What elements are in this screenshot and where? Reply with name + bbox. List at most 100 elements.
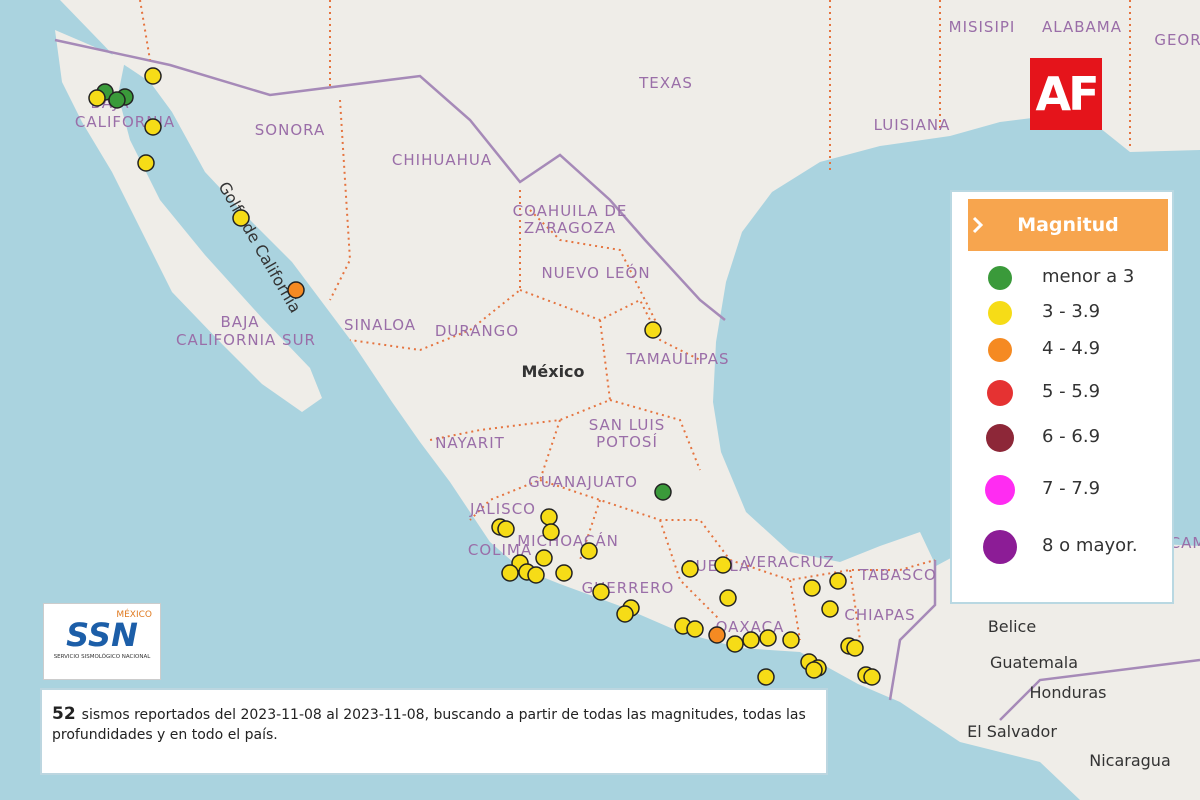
map-label: Nicaragua bbox=[1089, 751, 1171, 770]
earthquake-marker bbox=[742, 631, 760, 649]
map-label: Guatemala bbox=[990, 653, 1078, 672]
ssn-logo: MÉXICO SSN SERVICIO SISMOLÓGICO NACIONAL bbox=[43, 603, 161, 680]
map-label: BAJA bbox=[221, 313, 260, 331]
map-label: VERACRUZ bbox=[745, 553, 834, 571]
south-border bbox=[888, 560, 1200, 721]
legend-label: 6 - 6.9 bbox=[1042, 426, 1101, 447]
map-label: LUISIANA bbox=[874, 116, 951, 134]
map-label: TEXAS bbox=[638, 74, 693, 92]
map-label: México bbox=[521, 362, 584, 381]
map-label: GUANAJUATO bbox=[528, 473, 638, 491]
earthquake-marker bbox=[681, 560, 699, 578]
state-borders bbox=[139, 0, 1131, 641]
legend-swatch bbox=[983, 530, 1017, 564]
map-label: ZARAGOZA bbox=[524, 219, 616, 237]
map-label: El Salvador bbox=[967, 722, 1057, 741]
earthquake-marker bbox=[88, 89, 106, 107]
earthquake-marker bbox=[708, 626, 726, 644]
land bbox=[60, 0, 1200, 800]
legend: Magnitud menor a 3 3 - 3.9 4 - 4.9 5 - 5.9 6… bbox=[950, 190, 1174, 604]
map-label: NAYARIT bbox=[435, 434, 505, 452]
earthquake-marker bbox=[759, 629, 777, 647]
legend-label: 3 - 3.9 bbox=[1042, 301, 1101, 322]
map-label: TABASCO bbox=[858, 566, 937, 584]
map-label: CHIHUAHUA bbox=[392, 151, 492, 169]
logo-subtitle: SERVICIO SISMOLÓGICO NACIONAL bbox=[53, 654, 151, 660]
earthquake-marker bbox=[535, 549, 553, 567]
legend-swatch bbox=[986, 424, 1014, 452]
map-label: JALISCO bbox=[469, 500, 536, 518]
map-label: COLIMA bbox=[468, 541, 532, 559]
legend-label: 7 - 7.9 bbox=[1042, 478, 1101, 499]
map-label: NUEVO LEÓN bbox=[541, 263, 650, 282]
legend-label: 5 - 5.9 bbox=[1042, 381, 1101, 402]
earthquake-marker bbox=[644, 321, 662, 339]
map-label: ALABAMA bbox=[1042, 18, 1122, 36]
earthquake-marker bbox=[616, 605, 634, 623]
earthquake-marker bbox=[540, 508, 558, 526]
earthquake-marker bbox=[726, 635, 744, 653]
map-label: CHIAPAS bbox=[844, 606, 915, 624]
earthquake-marker bbox=[805, 661, 823, 679]
map-label: Belice bbox=[988, 617, 1036, 636]
map-label: CALIFORNIA SUR bbox=[176, 331, 316, 349]
legend-swatch bbox=[988, 338, 1012, 362]
map-label: SAN LUIS bbox=[589, 416, 666, 434]
legend-symbols bbox=[983, 266, 1017, 564]
earthquake-marker bbox=[829, 572, 847, 590]
logo-country: MÉXICO bbox=[116, 610, 152, 620]
map-label: TAMAULIPAS bbox=[625, 350, 729, 368]
map-label: SONORA bbox=[255, 121, 325, 139]
earthquake-marker bbox=[863, 668, 881, 686]
earthquake-marker bbox=[555, 564, 573, 582]
legend-swatch bbox=[988, 301, 1012, 325]
earthquake-marker bbox=[592, 583, 610, 601]
earthquake-marker bbox=[580, 542, 598, 560]
earthquake-marker bbox=[686, 620, 704, 638]
earthquake-marker bbox=[144, 118, 162, 136]
map-label: SINALOA bbox=[344, 316, 416, 334]
map-label: MISISIPI bbox=[949, 18, 1016, 36]
legend-swatch bbox=[988, 266, 1012, 290]
earthquake-marker bbox=[137, 154, 155, 172]
earthquake-marker bbox=[527, 566, 545, 584]
earthquake-marker bbox=[654, 483, 672, 501]
legend-header[interactable]: Magnitud bbox=[968, 199, 1168, 251]
legend-label: 4 - 4.9 bbox=[1042, 338, 1101, 359]
legend-swatch bbox=[987, 380, 1013, 406]
earthquake-marker bbox=[757, 668, 775, 686]
earthquake-marker bbox=[719, 589, 737, 607]
baja-peninsula bbox=[55, 30, 322, 412]
map-label: Honduras bbox=[1030, 683, 1107, 702]
watermark: AF bbox=[1030, 58, 1102, 130]
earthquake-marker bbox=[501, 564, 519, 582]
summary-text: sismos reportados del 2023-11-08 al 2023… bbox=[52, 707, 806, 743]
earthquake-marker bbox=[232, 209, 250, 227]
earthquake-marker bbox=[144, 67, 162, 85]
legend-title: Magnitud bbox=[1017, 214, 1119, 236]
earthquake-marker bbox=[542, 523, 560, 541]
map-label: DURANGO bbox=[435, 322, 519, 340]
earthquake-marker bbox=[803, 579, 821, 597]
earthquake-marker bbox=[108, 91, 126, 109]
chevron-icon bbox=[972, 216, 984, 234]
map-label: POTOSÍ bbox=[596, 432, 658, 451]
us-border bbox=[54, 38, 726, 321]
earthquake-marker bbox=[287, 281, 305, 299]
earthquake-marker bbox=[846, 639, 864, 657]
logo-name: SSN bbox=[66, 616, 138, 654]
legend-label: menor a 3 bbox=[1042, 266, 1135, 287]
summary: 52 sismos reportados del 2023-11-08 al 20… bbox=[40, 688, 828, 775]
map-label: MICHOACÁN bbox=[517, 531, 619, 550]
map-label: CAM bbox=[1170, 534, 1200, 552]
legend-swatch bbox=[985, 475, 1015, 505]
map-label: GEOR bbox=[1154, 31, 1200, 49]
earthquake-marker bbox=[782, 631, 800, 649]
earthquake-marker bbox=[497, 520, 515, 538]
legend-label: 8 o mayor. bbox=[1042, 535, 1138, 556]
earthquake-marker bbox=[714, 556, 732, 574]
quake-count: 52 bbox=[52, 704, 76, 724]
earthquake-marker bbox=[821, 600, 839, 618]
